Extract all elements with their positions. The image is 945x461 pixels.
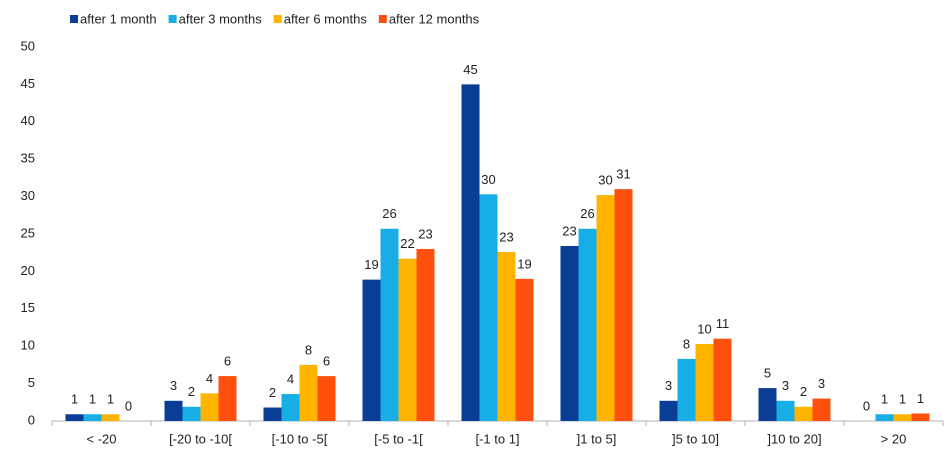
bar	[182, 406, 201, 421]
value-label: 8	[305, 342, 312, 357]
bar	[299, 364, 318, 421]
y-tick-label: 30	[21, 188, 35, 203]
bar	[416, 248, 435, 421]
bar	[398, 258, 417, 421]
value-label: 19	[364, 257, 378, 272]
legend-swatch	[70, 15, 78, 23]
value-label: 2	[269, 385, 276, 400]
bar	[461, 84, 480, 422]
bar	[776, 400, 795, 421]
x-tick-label: ]5 to 10]	[672, 431, 719, 446]
value-label: 3	[665, 378, 672, 393]
value-label: 8	[683, 336, 690, 351]
value-label: 6	[224, 354, 231, 369]
bar	[875, 414, 894, 421]
value-label: 2	[800, 384, 807, 399]
bar	[560, 245, 579, 421]
value-label: 30	[481, 172, 495, 187]
value-label: 1	[107, 392, 114, 407]
value-label: 19	[517, 256, 531, 271]
y-tick-label: 25	[21, 225, 35, 240]
value-label: 23	[418, 226, 432, 241]
value-label: 22	[400, 236, 414, 251]
value-label: 4	[206, 371, 213, 386]
value-label: 6	[323, 354, 330, 369]
bar	[812, 398, 831, 421]
y-tick-label: 15	[21, 300, 35, 315]
bar	[578, 228, 597, 421]
y-tick-label: 45	[21, 76, 35, 91]
value-label: 5	[764, 366, 771, 381]
value-label: 26	[382, 206, 396, 221]
y-tick-label: 10	[21, 338, 35, 353]
x-tick-label: [-5 to -1[	[374, 431, 423, 446]
value-label: 0	[863, 398, 870, 413]
value-label: 3	[782, 378, 789, 393]
legend-label: after 3 months	[179, 11, 263, 26]
value-label: 1	[881, 392, 888, 407]
bar	[263, 407, 282, 421]
value-label: 31	[616, 167, 630, 182]
legend-label: after 1 month	[80, 11, 157, 26]
bar	[515, 278, 534, 421]
bar	[83, 414, 102, 421]
value-label: 3	[818, 376, 825, 391]
bar	[659, 400, 678, 421]
x-tick-label: [-20 to -10[	[169, 431, 232, 446]
bar	[101, 414, 120, 421]
x-tick-label: [-1 to 1]	[475, 431, 519, 446]
bar	[911, 413, 930, 421]
bar	[218, 376, 237, 421]
x-tick-label: ]10 to 20]	[767, 431, 821, 446]
bar	[695, 343, 714, 421]
y-tick-label: 5	[28, 375, 35, 390]
bar	[614, 189, 633, 421]
value-label: 1	[899, 392, 906, 407]
bar	[713, 338, 732, 421]
value-label: 3	[170, 378, 177, 393]
bar	[164, 400, 183, 421]
legend-swatch	[378, 15, 387, 23]
bar	[758, 388, 777, 421]
bar	[317, 376, 336, 421]
y-tick-label: 40	[21, 113, 35, 128]
bar	[479, 194, 498, 421]
value-label: 1	[917, 391, 924, 406]
bar	[65, 414, 84, 421]
value-label: 2	[188, 384, 195, 399]
bar	[362, 279, 381, 421]
value-label: 0	[125, 398, 132, 413]
value-label: 1	[89, 392, 96, 407]
value-label: 23	[499, 229, 513, 244]
x-tick-label: [-10 to -5[	[272, 431, 328, 446]
y-tick-label: 20	[21, 263, 35, 278]
x-tick-label: ]1 to 5]	[577, 431, 617, 446]
y-tick-label: 35	[21, 151, 35, 166]
bar	[200, 393, 219, 421]
value-label: 4	[287, 372, 294, 387]
value-label: 30	[598, 173, 612, 188]
bar	[596, 195, 615, 421]
legend-swatch	[273, 15, 282, 23]
legend-swatch	[168, 15, 177, 23]
value-label: 11	[716, 316, 730, 331]
bar	[380, 228, 399, 421]
value-label: 23	[562, 223, 576, 238]
y-tick-label: 50	[21, 38, 35, 53]
x-tick-label: > 20	[881, 431, 907, 446]
value-label: 26	[580, 206, 594, 221]
legend-label: after 12 months	[389, 11, 480, 26]
bar	[281, 394, 300, 421]
value-label: 45	[463, 62, 477, 77]
value-label: 10	[697, 321, 711, 336]
bar	[497, 251, 516, 421]
x-tick-label: < -20	[87, 431, 117, 446]
legend-label: after 6 months	[284, 11, 368, 26]
y-tick-label: 0	[28, 412, 35, 427]
value-label: 1	[71, 392, 78, 407]
bar	[794, 406, 813, 421]
bar	[677, 358, 696, 421]
bar	[893, 414, 912, 421]
